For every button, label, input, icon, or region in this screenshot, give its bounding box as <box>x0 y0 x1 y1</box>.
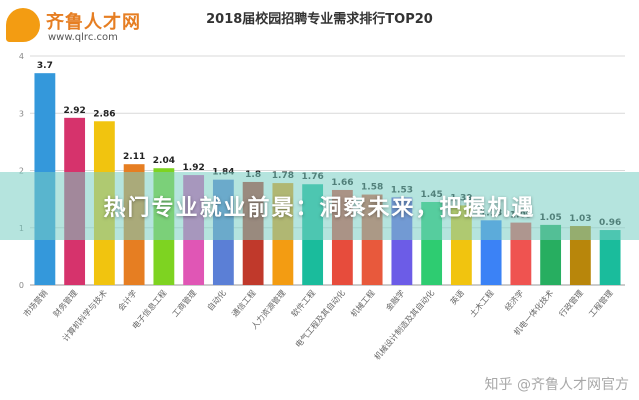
y-tick-label: 0 <box>19 281 24 290</box>
bar-value-label: 2.04 <box>153 156 175 166</box>
chart-title: 2018届校园招聘专业需求排行TOP20 <box>206 12 433 27</box>
x-tick-label: 机械工程 <box>348 288 376 319</box>
bar-value-label: 2.11 <box>123 152 145 162</box>
bar <box>599 230 621 285</box>
y-tick-label: 3 <box>19 109 24 118</box>
x-tick-label: 市场营销 <box>21 288 49 319</box>
bar-value-label: 3.7 <box>37 61 53 71</box>
bar <box>569 226 591 285</box>
x-tick-label: 工商管理 <box>170 288 198 319</box>
y-tick-label: 2 <box>19 167 24 176</box>
x-tick-label: 财务管理 <box>51 288 79 319</box>
x-tick-label: 土木工程 <box>467 288 495 319</box>
bar-value-label: 2.86 <box>93 109 115 119</box>
x-tick-label: 软件工程 <box>289 288 317 319</box>
x-tick-label: 机械设计制造及其自动化 <box>372 288 436 362</box>
headline-banner: 热门专业就业前景：洞察未来，把握机遇 <box>0 172 639 240</box>
bar-value-label: 1.92 <box>183 163 205 173</box>
x-tick-label: 金融学 <box>383 288 406 313</box>
bar-value-label: 2.92 <box>64 106 86 116</box>
x-tick-label: 自动化 <box>205 288 228 313</box>
x-tick-label: 行政管理 <box>557 288 585 319</box>
x-tick-label: 英语 <box>448 288 466 307</box>
x-tick-label: 工程管理 <box>586 288 614 319</box>
logo-name: 齐鲁人才网 <box>46 12 141 33</box>
watermark: 知乎 @齐鲁人才网官方 <box>484 377 629 393</box>
logo-url: www.qlrc.com <box>48 32 118 43</box>
x-tick-label: 电气工程及其自动化 <box>293 288 347 350</box>
x-tick-label: 会计学 <box>116 288 139 313</box>
x-tick-label: 经济学 <box>502 288 525 313</box>
x-tick-label: 通信工程 <box>229 288 257 319</box>
site-logo[interactable]: 齐鲁人才网 www.qlrc.com <box>4 4 144 48</box>
y-tick-label: 4 <box>19 52 24 61</box>
headline-text: 热门专业就业前景：洞察未来，把握机遇 <box>103 196 536 221</box>
brand-mark-icon <box>6 8 40 42</box>
